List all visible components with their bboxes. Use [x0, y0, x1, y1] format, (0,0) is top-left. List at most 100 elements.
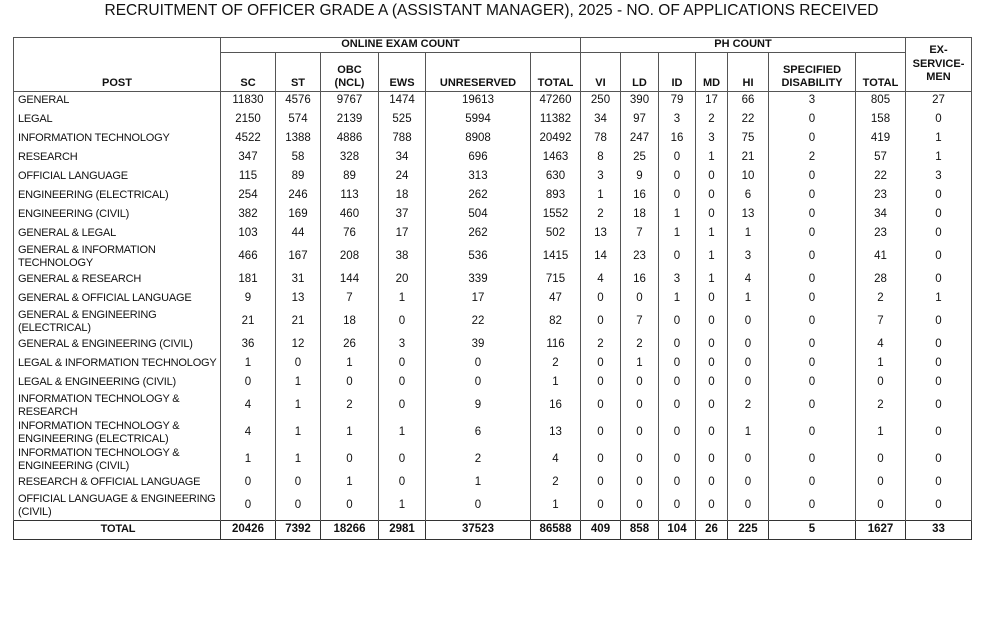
cell: 0: [695, 354, 728, 374]
table-row: GENERAL & RESEARCH 181 31 144 20 339 715 4 16 3 1 4…: [13, 270, 972, 290]
cell: 0: [695, 419, 728, 447]
cell: 1: [378, 289, 426, 309]
cell: 0: [425, 492, 531, 520]
cell: 16: [658, 129, 696, 149]
post-name: ENGINEERING (CIVIL): [13, 205, 221, 225]
cell: 0: [768, 224, 856, 244]
cell: 1: [695, 148, 728, 168]
cell: 58: [275, 148, 321, 168]
cell: 0: [727, 446, 769, 474]
post-name: GENERAL & RESEARCH: [13, 270, 221, 290]
post-name: TOTAL: [13, 519, 221, 540]
cell: 0: [620, 419, 659, 447]
cell: 7: [620, 308, 659, 336]
table-row: GENERAL & INFORMATION TECHNOLOGY 466 167 20…: [13, 243, 972, 271]
cell: 1: [727, 224, 769, 244]
cell: 0: [620, 446, 659, 474]
cell: 13: [727, 205, 769, 225]
cell: 23: [855, 224, 906, 244]
cell: 3: [905, 167, 972, 187]
column-header: VI: [580, 51, 621, 92]
cell: 4: [727, 270, 769, 290]
cell: 0: [425, 354, 531, 374]
cell: 0: [580, 354, 621, 374]
table-header: POST ONLINE EXAM COUNT PH COUNT EX-SERVICE-…: [13, 37, 972, 92]
cell: 22: [727, 110, 769, 130]
cell: 181: [220, 270, 276, 290]
cell: 66: [727, 91, 769, 111]
column-header: SPECIFIED DISABILITY: [768, 51, 856, 92]
post-name: GENERAL & ENGINEERING (ELECTRICAL): [13, 308, 221, 336]
cell: 1: [275, 419, 321, 447]
cell: 0: [768, 205, 856, 225]
cell: 116: [530, 335, 581, 355]
cell: 1: [855, 419, 906, 447]
cell: 7392: [275, 519, 321, 540]
cell: 2: [425, 446, 531, 474]
cell: 20492: [530, 129, 581, 149]
cell: 1: [275, 373, 321, 393]
table-body: GENERAL 11830 4576 9767 1474 19613 47260 250 390…: [13, 91, 972, 540]
post-name: OFFICIAL LANGUAGE & ENGINEERING (CIVIL): [13, 492, 221, 520]
cell: 0: [620, 473, 659, 493]
cell: 0: [768, 308, 856, 336]
cell: 2: [620, 335, 659, 355]
cell: 0: [905, 205, 972, 225]
cell: 1: [530, 492, 581, 520]
cell: 18: [320, 308, 379, 336]
cell: 0: [905, 446, 972, 474]
post-name: GENERAL & INFORMATION TECHNOLOGY: [13, 243, 221, 271]
post-name: INFORMATION TECHNOLOGY & RESEARCH: [13, 392, 221, 420]
post-name: LEGAL: [13, 110, 221, 130]
cell: 38: [378, 243, 426, 271]
cell: 0: [855, 446, 906, 474]
table-row: LEGAL & ENGINEERING (CIVIL) 0 1 0 0 0 1 0 0 0 0 0 0 0…: [13, 373, 972, 393]
cell: 37523: [425, 519, 531, 540]
cell: 4: [220, 419, 276, 447]
cell: 1552: [530, 205, 581, 225]
cell: 409: [580, 519, 621, 540]
cell: 1: [378, 492, 426, 520]
cell: 2: [855, 392, 906, 420]
cell: 2: [530, 354, 581, 374]
cell: 1: [320, 473, 379, 493]
cell: 8: [580, 148, 621, 168]
cell: 0: [905, 243, 972, 271]
cell: 0: [220, 373, 276, 393]
cell: 7: [320, 289, 379, 309]
cell: 0: [905, 473, 972, 493]
cell: 47260: [530, 91, 581, 111]
cell: 41: [855, 243, 906, 271]
cell: 17: [378, 224, 426, 244]
cell: 103: [220, 224, 276, 244]
cell: 2: [768, 148, 856, 168]
cell: 1: [220, 354, 276, 374]
table-row: GENERAL & ENGINEERING (CIVIL) 36 12 26 3 39 11…: [13, 335, 972, 355]
cell: 104: [658, 519, 696, 540]
cell: 13: [275, 289, 321, 309]
cell: 0: [695, 289, 728, 309]
table-row: GENERAL 11830 4576 9767 1474 19613 47260 250 390…: [13, 91, 972, 111]
cell: 382: [220, 205, 276, 225]
cell: 9767: [320, 91, 379, 111]
cell: 0: [320, 446, 379, 474]
column-header: OBC (NCL): [320, 51, 379, 92]
cell: 0: [905, 270, 972, 290]
cell: 0: [580, 446, 621, 474]
post-name: LEGAL & ENGINEERING (CIVIL): [13, 373, 221, 393]
cell: 39: [425, 335, 531, 355]
table-row: LEGAL & INFORMATION TECHNOLOGY 1 0 1 0 0 2 0 1 0 0…: [13, 354, 972, 374]
cell: 13: [580, 224, 621, 244]
cell: 1: [620, 354, 659, 374]
cell: 2: [320, 392, 379, 420]
cell: 0: [320, 492, 379, 520]
column-header: EX-SERVICE-MEN: [905, 37, 972, 92]
cell: 0: [768, 392, 856, 420]
cell: 12: [275, 335, 321, 355]
cell: 0: [905, 186, 972, 206]
cell: 1: [695, 243, 728, 271]
cell: 1627: [855, 519, 906, 540]
cell: 1: [275, 446, 321, 474]
column-header: TOTAL: [855, 51, 906, 92]
